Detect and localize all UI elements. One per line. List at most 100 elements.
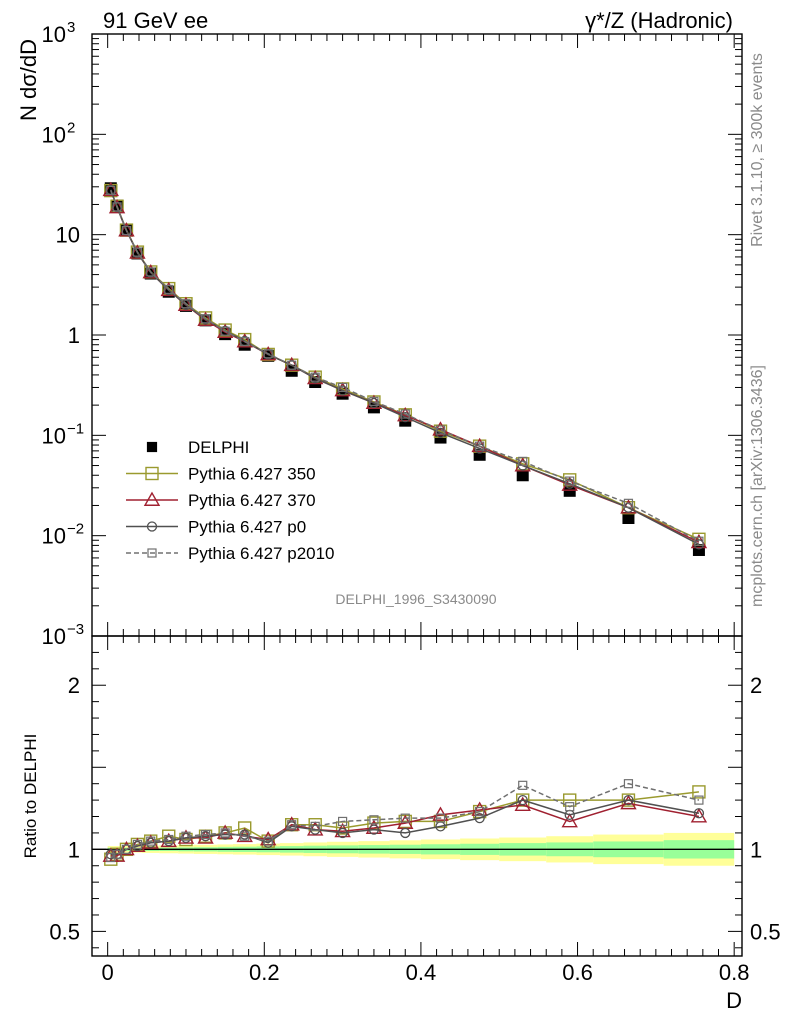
main-line-pythia-6-427-p2010 <box>110 190 700 542</box>
ratio-point-pythia-6-427-p0 <box>474 813 485 824</box>
main-ytick-label-exponent: −3 <box>67 621 84 638</box>
ratio-point-pythia-6-427-p2010 <box>435 813 446 823</box>
header-right: γ*/Z (Hadronic) <box>585 8 733 33</box>
mcplots-label: mcplots.cern.ch [arXiv:1306.3436] <box>749 365 766 607</box>
main-point-delphi <box>516 469 529 482</box>
main-point-pythia-6-427-p2010 <box>263 349 273 359</box>
main-point-pythia-6-427-p2010 <box>310 372 320 382</box>
ratio-point-pythia-6-427-p2010 <box>200 829 211 840</box>
header-left: 91 GeV ee <box>103 8 208 33</box>
xtick-label: 0.2 <box>249 960 280 985</box>
ratio-point-pythia-6-427-p2010 <box>338 816 348 827</box>
ratio-point-pythia-6-427-p2010 <box>146 836 156 846</box>
main-point-pythia-6-427-p2010 <box>435 425 446 435</box>
main-point-pythia-6-427-350 <box>563 473 577 487</box>
main-ytick-label-exponent: 3 <box>67 19 75 36</box>
legend-marker-pythia-6-427-p2010 <box>147 548 157 558</box>
ratio-point-pythia-6-427-p2010 <box>310 821 320 831</box>
main-point-pythia-6-427-p2010 <box>146 267 156 277</box>
ratio-point-pythia-6-427-p2010 <box>694 795 704 805</box>
main-point-pythia-6-427-p2010 <box>106 185 116 196</box>
ratio-point-pythia-6-427-p2010 <box>263 836 273 846</box>
ratio-point-pythia-6-427-p2010 <box>287 820 297 830</box>
legend: DELPHI Pythia 6.427 350 Pythia 6.427 370 Py… <box>126 438 335 563</box>
ratio-point-pythia-6-427-p0 <box>693 808 705 819</box>
ratio-point-pythia-6-427-p2010 <box>518 780 528 790</box>
ratio-point-pythia-6-427-350 <box>162 829 176 843</box>
ratio-ytick-label: 2 <box>68 673 80 698</box>
ratio-frame <box>91 635 743 957</box>
ratio-ytick-label: 0.5 <box>49 919 80 944</box>
main-ytick-label-exponent: −1 <box>67 420 84 437</box>
ratio-point-pythia-6-427-p2010 <box>565 802 575 812</box>
series-layer <box>102 181 708 866</box>
ratio-point-pythia-6-427-370 <box>514 796 531 811</box>
legend-marker-pythia-6-427-350 <box>145 466 159 481</box>
main-point-delphi <box>622 511 635 524</box>
legend-marker-pythia-6-427-370 <box>143 491 161 506</box>
main-point-pythia-6-427-p2010 <box>112 202 122 212</box>
xtick-label: 0.4 <box>406 960 437 985</box>
ratio-point-pythia-6-427-p2010 <box>623 779 634 789</box>
main-point-pythia-6-427-p2010 <box>132 247 143 257</box>
main-point-pythia-6-427-350 <box>104 183 118 198</box>
ratio-point-pythia-6-427-p2010 <box>106 852 116 863</box>
ratio-point-pythia-6-427-p0 <box>368 824 380 835</box>
ratio-ytick-label: 1 <box>68 837 80 862</box>
ratio-point-pythia-6-427-370 <box>561 813 578 828</box>
main-ytick-label: 10 <box>42 22 66 47</box>
main-ytick-label: 10 <box>42 423 66 448</box>
ratio-point-pythia-6-427-p2010 <box>121 844 132 854</box>
ratio-point-pythia-6-427-p0 <box>337 827 348 839</box>
ratio-point-pythia-6-427-350 <box>516 793 530 807</box>
xlabel: D <box>726 988 742 1013</box>
ratio-ylabel: Ratio to DELPHI <box>21 734 40 859</box>
main-ytick-label: 10 <box>42 524 66 549</box>
main-point-pythia-6-427-p2010 <box>181 299 191 309</box>
ratio-ytick-label-right: 1 <box>750 837 762 862</box>
ratio-point-pythia-6-427-p2010 <box>220 828 230 838</box>
main-point-pythia-6-427-p2010 <box>200 314 211 324</box>
ratio-point-pythia-6-427-350 <box>621 793 636 807</box>
main-line-pythia-6-427-350 <box>110 190 700 540</box>
legend-marker-pythia-6-427-p0 <box>146 521 158 532</box>
main-point-pythia-6-427-p2010 <box>369 396 379 406</box>
legend-label-pythia-6-427-p0: Pythia 6.427 p0 <box>188 518 306 537</box>
ratio-point-pythia-6-427-p0 <box>400 827 411 839</box>
legend-label-pythia-6-427-350: Pythia 6.427 350 <box>188 465 316 484</box>
xtick-label: 0.8 <box>719 960 750 985</box>
ratio-point-pythia-6-427-p2010 <box>400 813 410 823</box>
ratio-point-pythia-6-427-p2010 <box>132 839 143 850</box>
ratio-line-pythia-6-427-p0 <box>110 799 700 856</box>
main-ytick-label: 1 <box>68 323 80 348</box>
main-ytick-label-exponent: −2 <box>67 521 84 538</box>
main-ytick-label-exponent: 2 <box>67 119 75 136</box>
main-ytick-label: 10 <box>42 122 66 147</box>
legend-marker-delphi <box>146 441 158 453</box>
main-point-pythia-6-427-p2010 <box>565 476 575 486</box>
xtick-label: 0.6 <box>562 960 593 985</box>
main-point-pythia-6-427-p2010 <box>287 360 297 370</box>
main-point-pythia-6-427-p2010 <box>518 456 528 466</box>
ratio-point-pythia-6-427-p0 <box>517 794 528 806</box>
ratio-ytick-label-right: 2 <box>750 673 762 698</box>
legend-label-pythia-6-427-p2010: Pythia 6.427 p2010 <box>188 544 335 563</box>
ratio-point-pythia-6-427-p2010 <box>181 831 191 841</box>
main-point-pythia-6-427-p2010 <box>694 536 704 546</box>
ratio-point-pythia-6-427-p2010 <box>112 849 122 859</box>
ratio-point-pythia-6-427-p2010 <box>475 806 485 817</box>
rivet-label: Rivet 3.1.10, ≥ 300k events <box>749 53 766 247</box>
watermark: DELPHI_1996_S3430090 <box>335 591 496 607</box>
legend-label-delphi: DELPHI <box>188 438 249 457</box>
ratio-line-pythia-6-427-p2010 <box>110 782 700 859</box>
main-point-pythia-6-427-p2010 <box>475 441 485 451</box>
ratio-point-pythia-6-427-p2010 <box>240 831 250 841</box>
main-point-pythia-6-427-p2010 <box>220 326 230 336</box>
xtick-label: 0 <box>102 960 114 985</box>
main-ytick-label: 10 <box>56 223 80 248</box>
ratio-point-pythia-6-427-350 <box>692 785 706 799</box>
ratio-point-pythia-6-427-p2010 <box>369 815 379 825</box>
main-point-pythia-6-427-p2010 <box>240 336 250 347</box>
ratio-point-pythia-6-427-p0 <box>623 794 634 806</box>
